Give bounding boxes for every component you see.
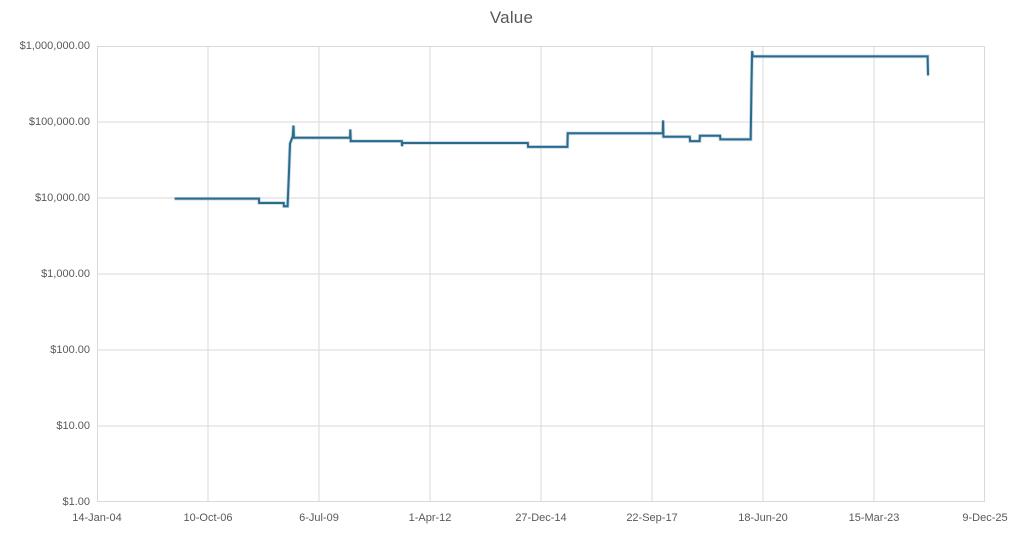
x-axis-tick-label: 6-Jul-09 — [299, 512, 339, 524]
y-axis-tick-label: $10,000.00 — [34, 192, 90, 204]
value-line-series — [174, 50, 930, 208]
y-axis-tick-label: $1,000.00 — [41, 268, 90, 280]
x-axis-tick-label: 9-Dec-25 — [962, 512, 1008, 524]
y-axis-tick-label: $100,000.00 — [28, 116, 90, 128]
x-axis-tick-label: 18-Jun-20 — [738, 512, 788, 524]
y-axis-tick-label: $100.00 — [50, 344, 90, 356]
chart-title: Value — [489, 8, 534, 27]
y-axis-tick-label: $1.00 — [62, 496, 90, 508]
x-axis-tick-label: 14-Jan-04 — [72, 512, 122, 524]
x-axis-tick-label: 15-Mar-23 — [848, 512, 900, 524]
x-axis-tick-label: 1-Apr-12 — [408, 512, 452, 524]
x-axis-tick-label: 22-Sep-17 — [626, 512, 678, 524]
y-axis-tick-label: $10.00 — [56, 420, 90, 432]
plot-area — [97, 46, 985, 502]
x-axis-tick-label: 10-Oct-06 — [183, 512, 233, 524]
y-axis-tick-label: $1,000,000.00 — [19, 40, 90, 52]
plot-border — [97, 46, 985, 502]
x-axis-tick-label: 27-Dec-14 — [515, 512, 567, 524]
